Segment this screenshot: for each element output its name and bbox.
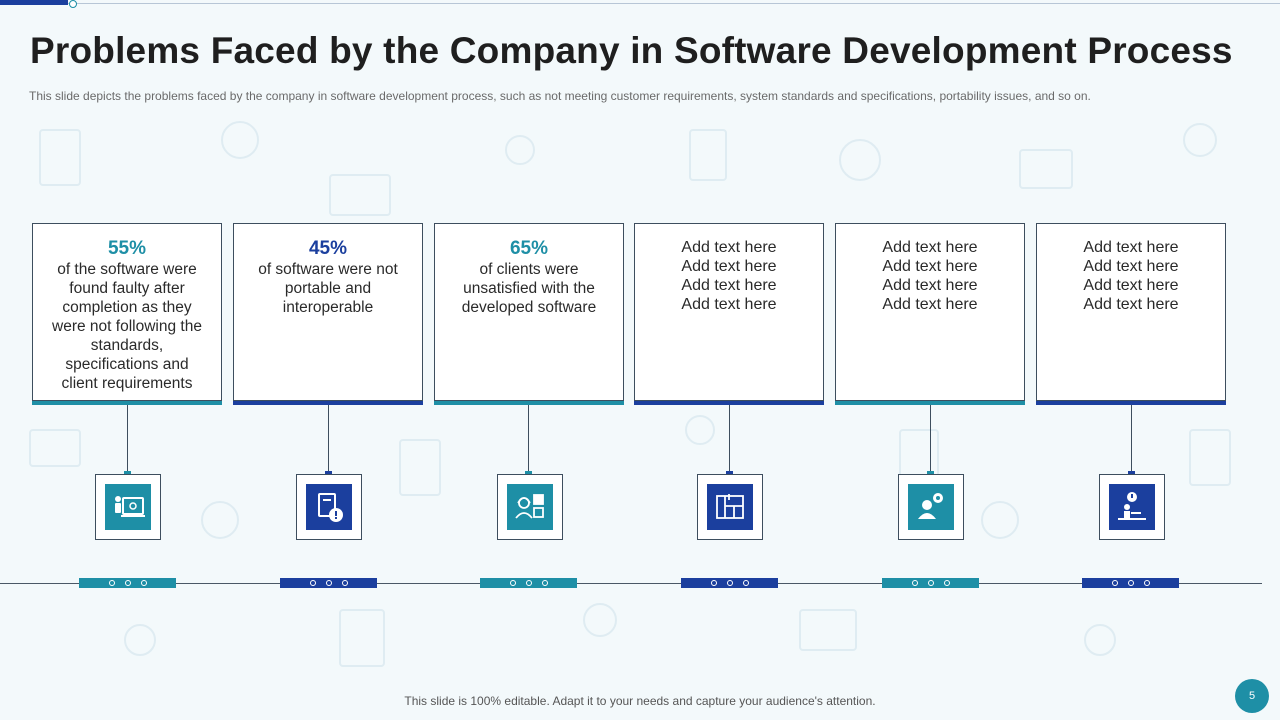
problem-card-6[interactable]: Add text here Add text here Add text her… xyxy=(1036,223,1226,405)
page-number: 5 xyxy=(1235,679,1269,713)
timeline-marker xyxy=(280,578,377,588)
top-accent-bar xyxy=(0,0,68,5)
connector-line xyxy=(528,405,529,472)
user-alert-workstation-icon xyxy=(1109,484,1155,530)
card-line: developed software xyxy=(461,299,597,316)
card-placeholder-line: Add text here xyxy=(882,296,978,313)
card-percent: 55% xyxy=(107,238,147,259)
page-subtitle: This slide depicts the problems faced by… xyxy=(29,89,1091,103)
timeline-marker xyxy=(79,578,176,588)
card-line: interoperable xyxy=(282,299,374,316)
card-placeholder-line: Add text here xyxy=(1083,277,1179,294)
connector-line xyxy=(729,405,730,472)
icon-frame-4 xyxy=(697,474,763,540)
card-line: specifications and xyxy=(65,356,189,373)
timeline-marker xyxy=(681,578,778,588)
timeline-marker xyxy=(882,578,979,588)
card-percent: 45% xyxy=(308,238,348,259)
card-placeholder-line: Add text here xyxy=(681,258,777,275)
card-accent-bar xyxy=(634,401,824,405)
card-line: unsatisfied with the xyxy=(463,280,595,297)
card-accent-bar xyxy=(1036,401,1226,405)
problem-card-4[interactable]: Add text here Add text here Add text her… xyxy=(634,223,824,405)
card-placeholder-line: Add text here xyxy=(1083,258,1179,275)
card-placeholder-line: Add text here xyxy=(882,258,978,275)
card-placeholder-line: Add text here xyxy=(882,239,978,256)
card-line: completion as they xyxy=(62,299,192,316)
top-rule xyxy=(68,3,1280,4)
card-line: found faulty after xyxy=(69,280,185,297)
card-placeholder-line: Add text here xyxy=(681,239,777,256)
icon-frame-2 xyxy=(296,474,362,540)
timeline-marker xyxy=(1082,578,1179,588)
timeline-baseline xyxy=(0,583,1262,584)
card-line: client requirements xyxy=(61,375,193,392)
connector-line xyxy=(930,405,931,472)
icon-frame-3 xyxy=(497,474,563,540)
timeline-marker xyxy=(480,578,577,588)
card-placeholder-line: Add text here xyxy=(681,296,777,313)
problem-card-1[interactable]: 55% of the software were found faulty af… xyxy=(32,223,222,405)
card-accent-bar xyxy=(233,401,423,405)
page-title: Problems Faced by the Company in Softwar… xyxy=(30,30,1233,71)
card-line: of the software were xyxy=(57,261,197,278)
card-placeholder-line: Add text here xyxy=(1083,296,1179,313)
card-accent-bar xyxy=(434,401,624,405)
blueprint-plan-icon xyxy=(707,484,753,530)
card-line: portable and xyxy=(284,280,372,297)
connector-line xyxy=(1131,405,1132,472)
icon-frame-6 xyxy=(1099,474,1165,540)
card-line: were not following the xyxy=(52,318,202,335)
connector-line xyxy=(127,405,128,472)
card-line: standards, xyxy=(90,337,164,354)
footer-note: This slide is 100% editable. Adapt it to… xyxy=(404,694,876,708)
top-rule-dot xyxy=(69,0,77,8)
document-warning-icon xyxy=(306,484,352,530)
connector-line xyxy=(328,405,329,472)
icon-frame-1 xyxy=(95,474,161,540)
card-line: of software were not xyxy=(258,261,398,278)
card-accent-bar xyxy=(835,401,1025,405)
support-agent-icon xyxy=(507,484,553,530)
user-settings-icon xyxy=(908,484,954,530)
card-percent: 65% xyxy=(509,238,549,259)
icon-frame-5 xyxy=(898,474,964,540)
card-placeholder-line: Add text here xyxy=(681,277,777,294)
problem-card-3[interactable]: 65% of clients were unsatisfied with the… xyxy=(434,223,624,405)
problem-card-5[interactable]: Add text here Add text here Add text her… xyxy=(835,223,1025,405)
card-line: of clients were xyxy=(479,261,579,278)
developer-computer-icon xyxy=(105,484,151,530)
card-accent-bar xyxy=(32,401,222,405)
problem-card-2[interactable]: 45% of software were not portable and in… xyxy=(233,223,423,405)
card-placeholder-line: Add text here xyxy=(882,277,978,294)
card-placeholder-line: Add text here xyxy=(1083,239,1179,256)
